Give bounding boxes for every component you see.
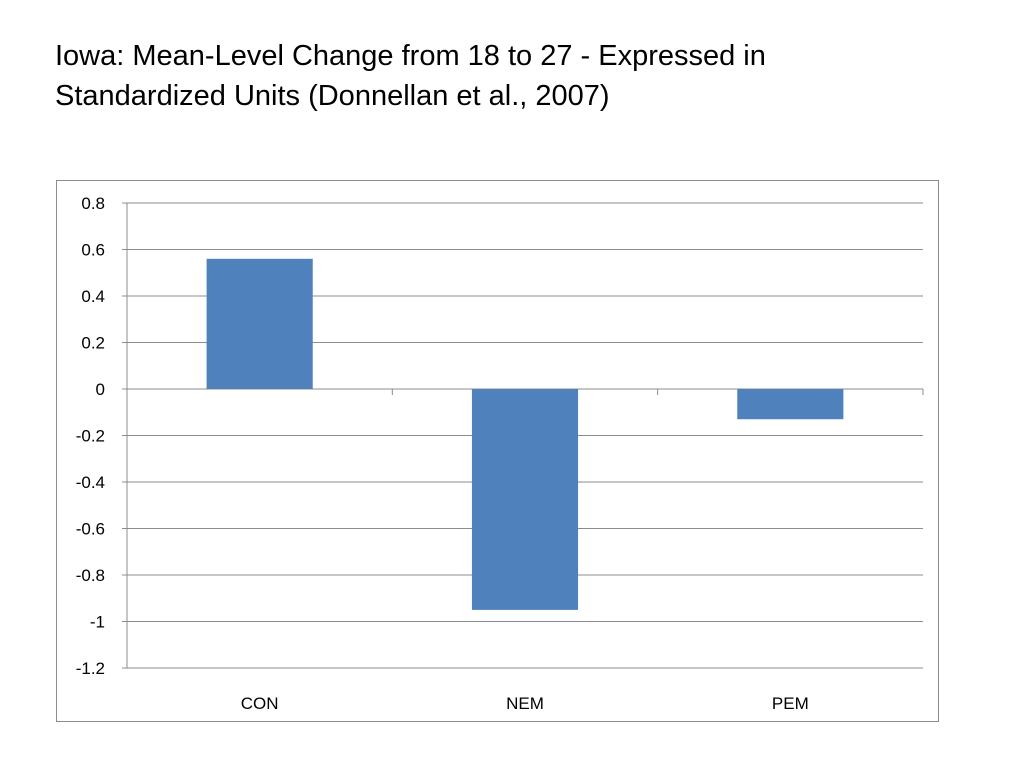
y-tick-label: -1.2 <box>76 659 105 678</box>
y-tick-label: 0 <box>96 380 105 399</box>
y-tick-label: -0.2 <box>76 427 105 446</box>
y-tick-label: 0.8 <box>81 194 105 213</box>
y-tick-label: 0.4 <box>81 287 105 306</box>
slide-title: Iowa: Mean-Level Change from 18 to 27 - … <box>55 36 955 116</box>
x-tick-label: PEM <box>772 694 809 713</box>
y-tick-label: -0.4 <box>76 473 105 492</box>
x-tick-label: NEM <box>506 694 544 713</box>
y-tick-label: 0.2 <box>81 334 105 353</box>
y-tick-label: -0.6 <box>76 520 105 539</box>
y-tick-label: -1 <box>90 613 105 632</box>
slide-title-line-2: Standardized Units (Donnellan et al., 20… <box>55 80 610 112</box>
x-tick-label: CON <box>241 694 279 713</box>
bar-pem <box>737 389 844 420</box>
chart-area: 0.8 0.6 0.4 0.2 0 -0.2 -0.4 -0.6 -0.8 -1 -1.2 CON NE… <box>56 180 939 722</box>
y-tick-label: -0.8 <box>76 566 105 585</box>
bar-nem <box>471 389 579 610</box>
slide-title-line-1: Iowa: Mean-Level Change from 18 to 27 - … <box>55 40 766 72</box>
bar-chart: 0.8 0.6 0.4 0.2 0 -0.2 -0.4 -0.6 -0.8 -1 -1.2 CON NE… <box>76 194 924 713</box>
bar-con <box>206 258 313 389</box>
y-tick-label: 0.6 <box>81 241 105 260</box>
